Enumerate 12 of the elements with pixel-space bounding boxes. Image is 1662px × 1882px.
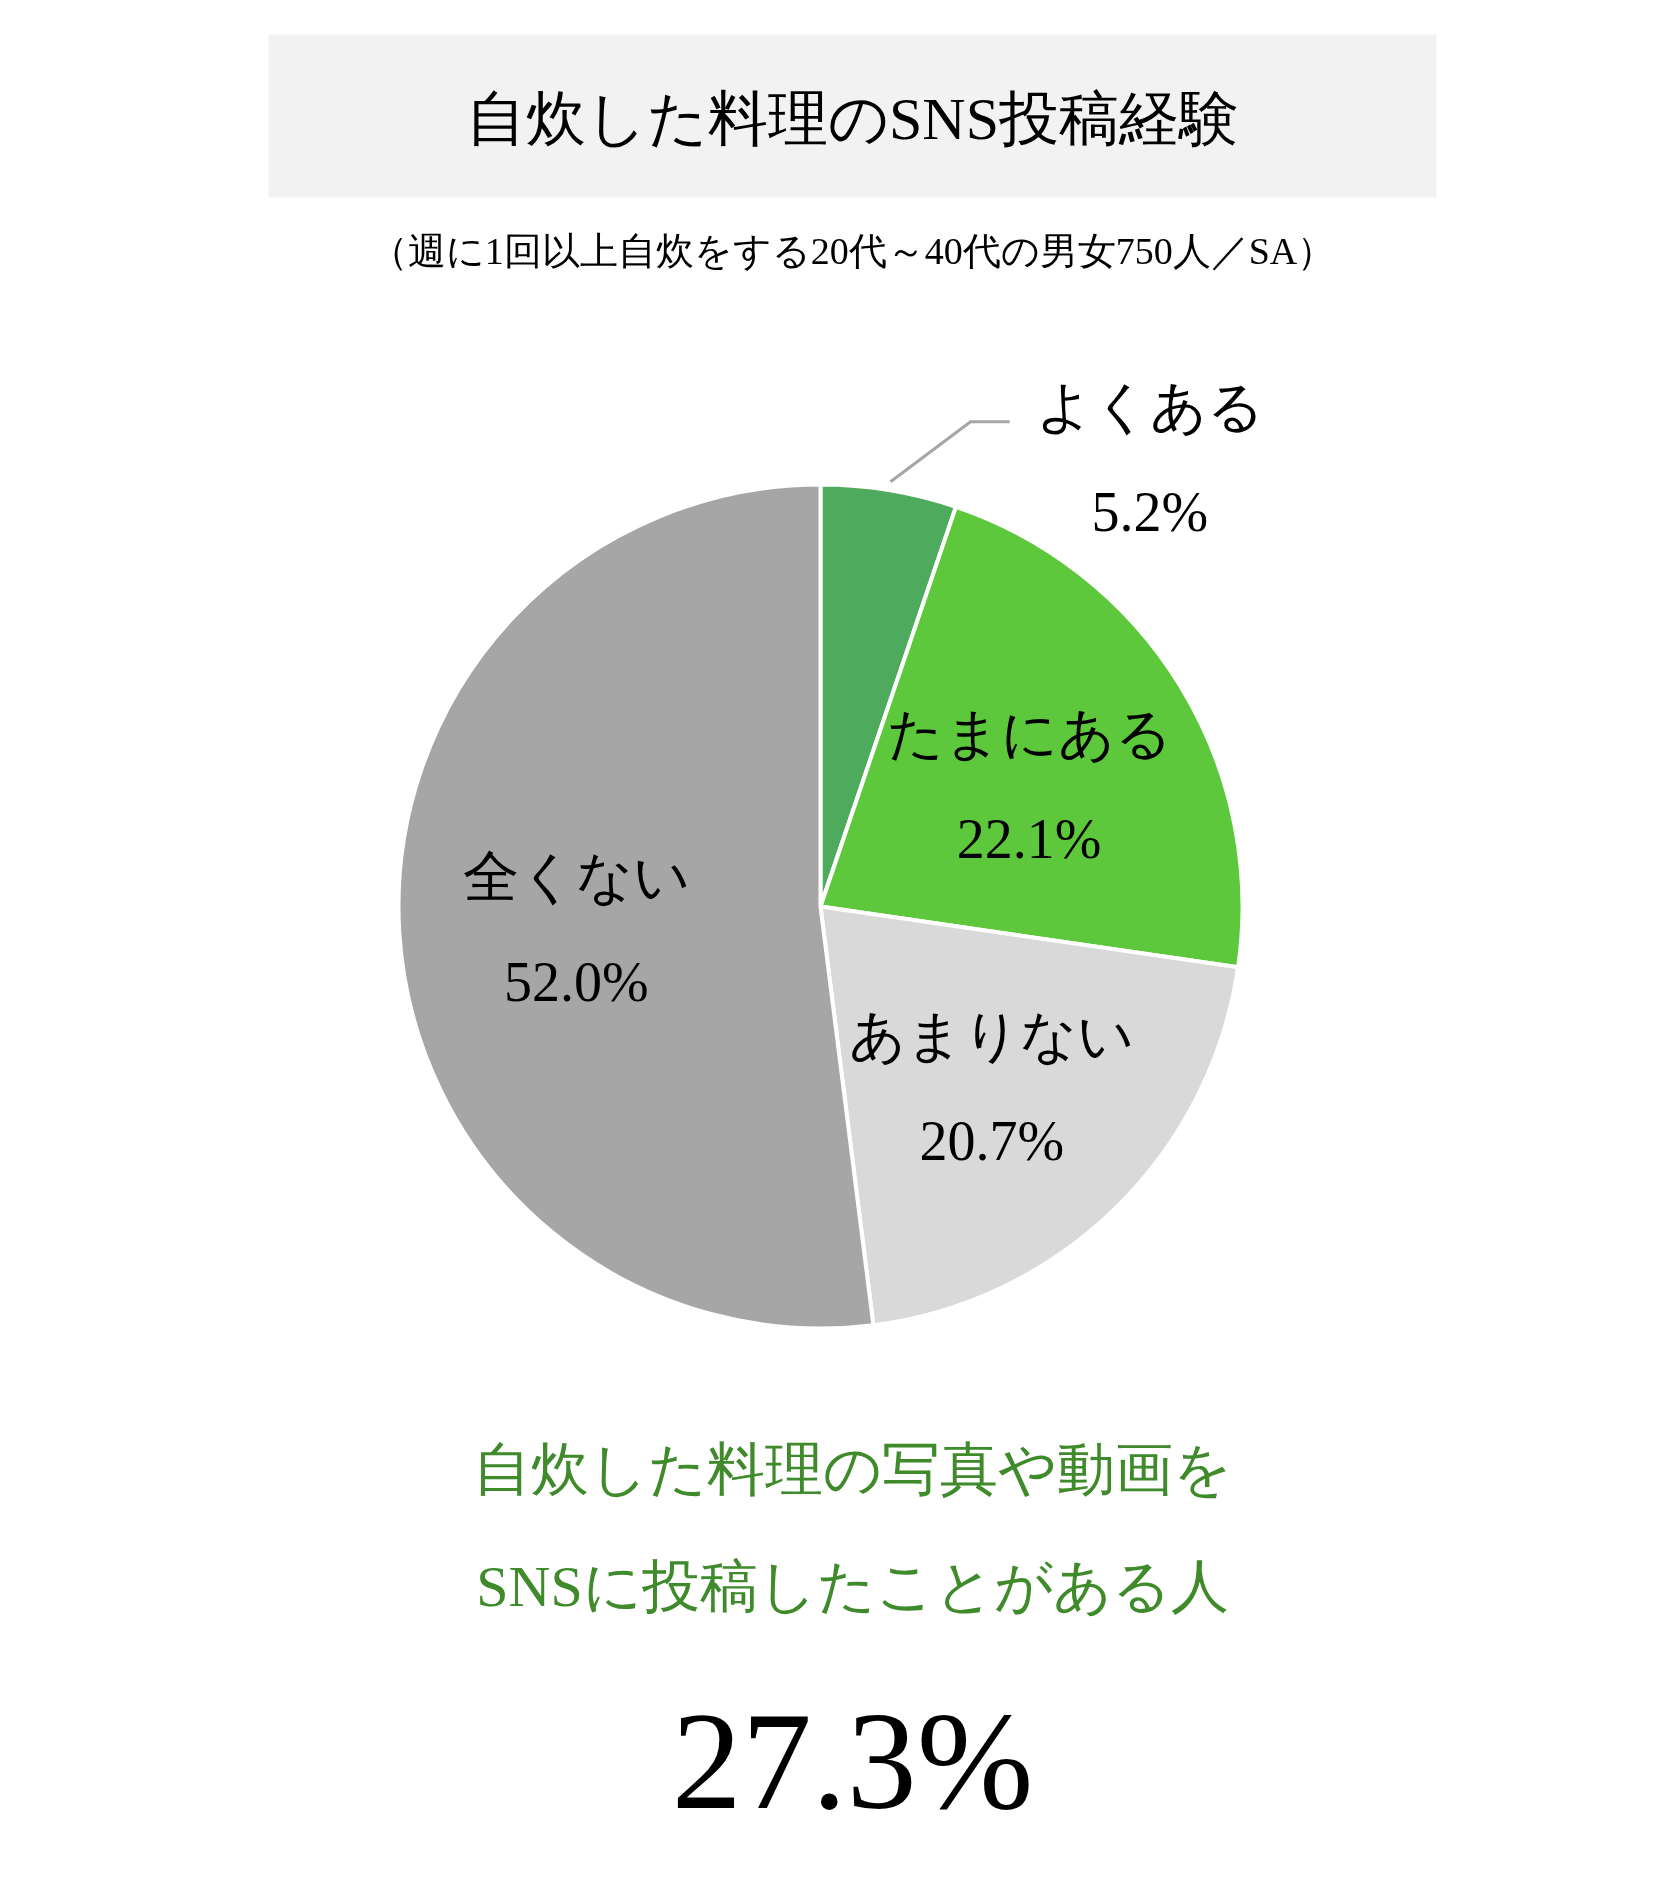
slice-label: あまりない bbox=[849, 1005, 1135, 1068]
chart-title: 自炊した料理のSNS投稿経験 bbox=[465, 85, 1240, 152]
text: 27.3% bbox=[671, 1683, 1034, 1838]
chart-subtitle: （週に1回以上自炊をする20代～40代の男女750人／SA） bbox=[369, 229, 1336, 272]
slice-label: よくある bbox=[1035, 375, 1264, 438]
text: 自炊した料理の写真や動画を SNSに投稿したことがある人 bbox=[473, 1436, 1232, 1619]
data-label: 52.0% bbox=[503, 950, 649, 1013]
slice-label: 全くない bbox=[462, 845, 690, 908]
data-label: 5.2% bbox=[1091, 480, 1209, 543]
data-label: 20.7% bbox=[919, 1110, 1065, 1173]
slice-label: たまにある bbox=[886, 702, 1172, 765]
data-label: 22.1% bbox=[956, 807, 1102, 870]
